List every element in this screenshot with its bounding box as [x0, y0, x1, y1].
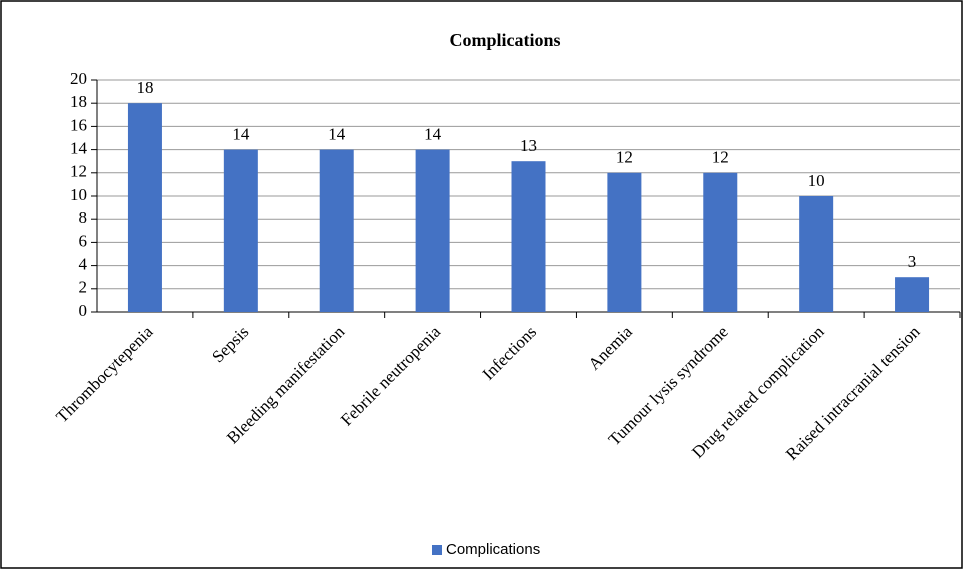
data-label: 14 [232, 125, 250, 144]
y-tick-label: 12 [70, 162, 87, 181]
data-label: 3 [908, 252, 917, 271]
legend-label: Complications [446, 541, 540, 558]
data-label: 12 [616, 148, 633, 167]
bar [799, 196, 834, 312]
bar [415, 149, 450, 312]
bar [511, 161, 546, 312]
y-tick-label: 18 [70, 92, 87, 111]
bar [703, 172, 738, 312]
bar [223, 149, 258, 312]
y-tick-label: 4 [79, 255, 88, 274]
y-tick-label: 20 [70, 69, 87, 88]
y-tick-label: 8 [79, 208, 88, 227]
y-tick-label: 6 [79, 231, 88, 250]
y-tick-label: 10 [70, 185, 87, 204]
data-label: 18 [136, 78, 153, 97]
chart-title: Complications [449, 30, 560, 50]
data-label: 12 [712, 148, 729, 167]
y-tick-label: 16 [70, 115, 87, 134]
data-label: 14 [424, 125, 442, 144]
data-label: 14 [328, 125, 346, 144]
bar [319, 149, 354, 312]
y-tick-label: 2 [79, 278, 88, 297]
bar [895, 277, 930, 312]
y-tick-label: 14 [70, 139, 88, 158]
data-label: 10 [808, 171, 825, 190]
bar [127, 103, 162, 312]
bar [607, 172, 642, 312]
y-tick-label: 0 [79, 301, 88, 320]
data-label: 13 [520, 136, 537, 155]
legend-swatch [432, 545, 442, 555]
